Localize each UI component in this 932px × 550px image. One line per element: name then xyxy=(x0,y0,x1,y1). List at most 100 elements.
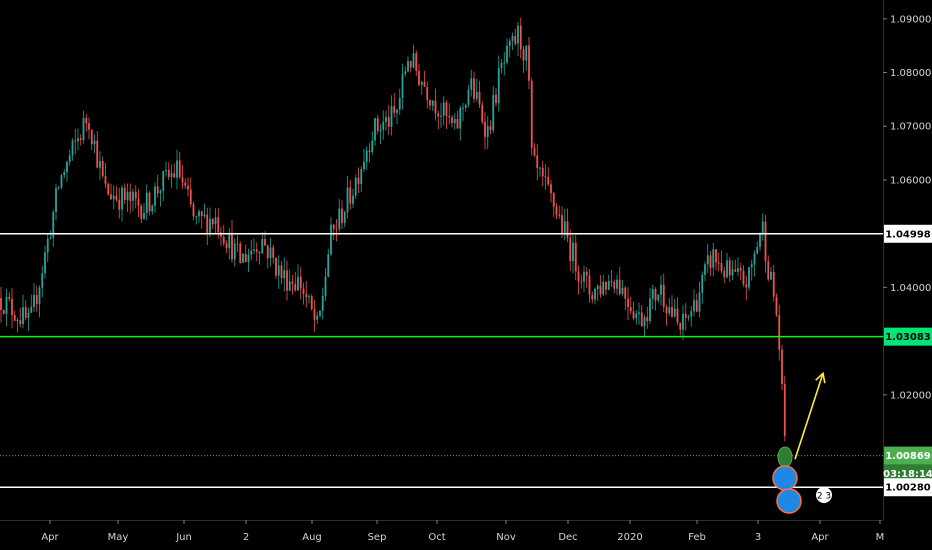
candle-body xyxy=(126,191,129,201)
time-tick-label: 2020 xyxy=(617,532,642,543)
candle-body xyxy=(398,98,401,110)
candle-body xyxy=(528,45,530,81)
candle-body xyxy=(673,308,676,317)
candle-body xyxy=(52,212,55,238)
candle-body xyxy=(731,269,734,276)
candle-body xyxy=(525,45,528,61)
candle-body xyxy=(192,204,195,217)
candle-body xyxy=(0,298,2,310)
candle-body xyxy=(255,249,258,252)
candle-body xyxy=(376,118,379,132)
candle-body xyxy=(195,216,198,218)
candle-body xyxy=(478,91,481,105)
candle-body xyxy=(184,182,187,186)
candle-body xyxy=(407,60,409,72)
candle-body xyxy=(662,284,665,307)
candle-body xyxy=(299,276,302,289)
time-tick-label: Nov xyxy=(496,532,516,543)
candle-body xyxy=(217,217,220,233)
candle-body xyxy=(2,309,5,314)
candle-body xyxy=(695,300,698,312)
candle-body xyxy=(676,308,679,323)
candle-body xyxy=(431,100,434,106)
candle-body xyxy=(687,316,690,318)
candle-body xyxy=(704,264,706,275)
candle-body xyxy=(264,239,266,246)
candle-body xyxy=(503,62,506,64)
candle-body xyxy=(629,307,632,312)
countdown-tag-text: 03:18:14 xyxy=(883,469,932,480)
time-axis[interactable]: Apr May Jun 2 Aug Sep Oct Nov Dec 2020 Feb 3 Apr M xyxy=(0,520,884,543)
price-axis[interactable]: 1.09000 1.08000 1.07000 1.06000 1.04000 1.020… xyxy=(883,0,931,520)
candle-body xyxy=(569,237,572,262)
horizontal-lines[interactable] xyxy=(0,233,883,488)
candle-body xyxy=(495,94,497,104)
candle-body xyxy=(66,161,68,172)
candle-body xyxy=(442,102,445,116)
candle-body xyxy=(313,309,316,320)
candle-body xyxy=(385,117,387,122)
candle-body xyxy=(77,138,79,142)
candle-body xyxy=(588,275,591,295)
candle-body xyxy=(200,211,203,216)
candle-body xyxy=(668,307,671,314)
candle-body xyxy=(8,296,11,299)
candle-body xyxy=(19,320,22,325)
time-tick-label: 3 xyxy=(755,532,761,543)
candle-body xyxy=(332,224,335,229)
candle-body xyxy=(368,150,371,153)
candle-body xyxy=(750,264,753,268)
price-tag-1-04998-bg xyxy=(884,224,932,243)
candle-body xyxy=(470,78,473,90)
candle-body xyxy=(649,298,651,322)
price-tags: 1.04998 1.03083 1.00869 03:18:14 1.00280 xyxy=(883,224,932,497)
candle-body xyxy=(390,106,393,127)
candle-body xyxy=(137,198,140,206)
candle-body xyxy=(170,173,173,177)
candle-body xyxy=(99,160,101,168)
candle-body xyxy=(275,257,277,276)
countdown-tag-bg xyxy=(884,464,932,483)
candle-body xyxy=(635,313,638,319)
candle-body xyxy=(24,307,27,318)
candle-body xyxy=(5,296,8,314)
candle-body xyxy=(506,45,508,63)
candle-body xyxy=(129,191,132,201)
candle-body xyxy=(423,81,426,87)
time-tick-label: Apr xyxy=(811,532,829,543)
candle-body xyxy=(723,270,726,277)
candle-body xyxy=(772,271,775,297)
candle-body xyxy=(583,271,585,282)
candle-body xyxy=(396,109,398,113)
candle-body xyxy=(445,102,448,116)
candle-body xyxy=(250,250,253,255)
candle-body xyxy=(753,253,756,265)
candle-body xyxy=(547,176,550,185)
candle-body xyxy=(382,121,385,130)
candle-body xyxy=(651,289,654,299)
candle-body xyxy=(778,315,781,350)
candle-body xyxy=(209,218,211,233)
candle-body xyxy=(16,320,19,322)
candle-body xyxy=(764,221,767,262)
event-badge xyxy=(816,487,832,503)
candle-body xyxy=(574,242,577,272)
candle-body xyxy=(33,295,35,308)
candle-body xyxy=(508,40,511,46)
annotations: 2 3 xyxy=(772,371,832,514)
candle-body xyxy=(618,279,621,294)
candle-body xyxy=(134,191,137,199)
candle-body xyxy=(682,313,684,330)
candle-body xyxy=(770,271,772,280)
candle-body xyxy=(665,306,668,314)
candle-body xyxy=(605,281,607,290)
candle-body xyxy=(112,195,115,200)
candle-body xyxy=(426,86,429,100)
candle-body xyxy=(536,155,539,168)
candle-body xyxy=(236,243,239,245)
candle-body xyxy=(453,118,456,124)
candle-body xyxy=(640,312,643,327)
event-marker-2 xyxy=(776,488,802,514)
price-tag-1-04998-text: 1.04998 xyxy=(885,229,931,240)
